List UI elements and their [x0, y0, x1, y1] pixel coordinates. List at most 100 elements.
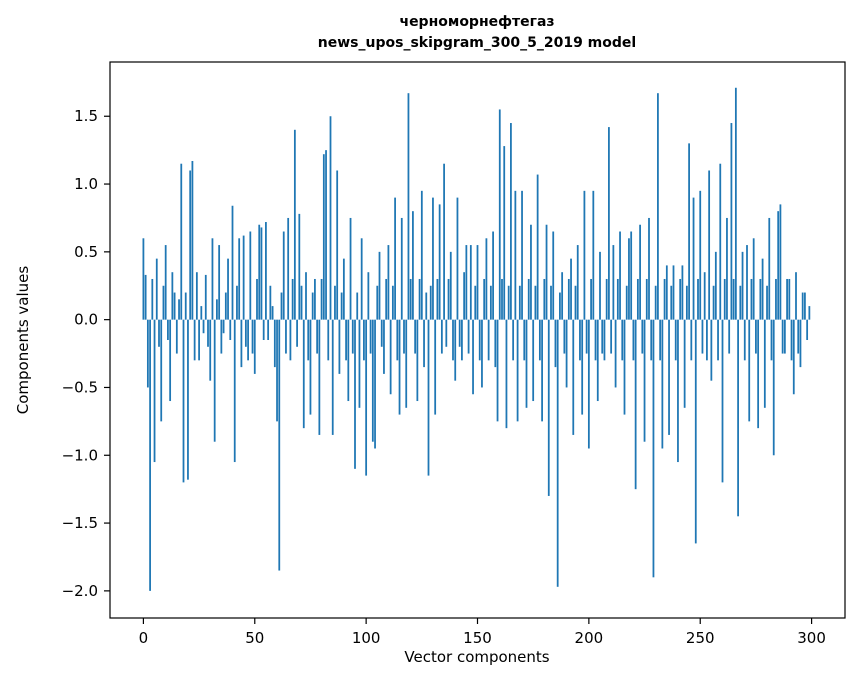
bar — [198, 319, 200, 361]
bar — [554, 319, 557, 368]
bar — [267, 319, 270, 340]
x-tick-label: 200 — [575, 629, 604, 647]
bar — [289, 319, 292, 361]
bar — [434, 319, 437, 415]
bar — [276, 319, 278, 422]
bar — [681, 265, 684, 320]
bar — [703, 272, 706, 320]
bar — [285, 319, 287, 354]
bar — [445, 319, 448, 347]
bar — [380, 319, 383, 347]
bar — [195, 272, 198, 320]
bar — [465, 245, 468, 320]
bar — [356, 292, 359, 320]
bar — [169, 319, 172, 402]
bar — [545, 224, 548, 320]
bar — [383, 319, 385, 374]
y-axis-ticks: −2.0 −1.5 −1.0 −0.5 0.0 0.5 1.0 1.5 — [62, 107, 110, 600]
bar — [233, 319, 236, 463]
bar — [550, 285, 552, 320]
bar — [770, 319, 773, 361]
bar — [567, 278, 570, 320]
bar — [783, 319, 786, 354]
bar — [605, 278, 608, 320]
bar — [454, 319, 457, 381]
bar — [256, 278, 258, 320]
bar — [440, 319, 443, 354]
bar — [427, 319, 430, 476]
bar — [788, 278, 791, 320]
bar — [614, 319, 617, 388]
bar — [398, 319, 401, 415]
bar — [414, 319, 417, 354]
bar — [467, 319, 470, 354]
bar — [630, 231, 633, 320]
bar — [734, 87, 737, 320]
bar — [748, 319, 751, 422]
bar — [532, 319, 535, 402]
bar — [757, 319, 760, 429]
bar — [536, 174, 539, 320]
bar — [213, 319, 216, 442]
bar — [518, 285, 521, 320]
bar — [412, 211, 414, 320]
bar — [583, 190, 586, 320]
bar — [336, 170, 339, 320]
bar — [204, 274, 207, 320]
bar — [162, 285, 165, 320]
bar — [552, 231, 555, 320]
bar — [797, 319, 800, 354]
bar — [394, 197, 396, 320]
bar — [449, 251, 452, 320]
bar — [371, 319, 374, 442]
bar — [690, 319, 693, 361]
bar — [438, 204, 441, 320]
bar — [732, 278, 735, 320]
bar — [407, 93, 410, 320]
bar — [650, 319, 653, 361]
bar — [387, 245, 390, 320]
y-tick-label: −0.5 — [62, 378, 98, 396]
bar — [184, 292, 187, 320]
bar — [287, 217, 290, 320]
bar — [585, 319, 588, 354]
bar — [507, 285, 510, 320]
bar — [325, 150, 327, 320]
bar — [639, 224, 641, 320]
bar — [677, 319, 679, 463]
bar — [461, 319, 463, 361]
bar — [144, 274, 147, 320]
bar — [759, 278, 762, 320]
bar — [307, 319, 310, 361]
bar — [280, 292, 283, 320]
bar — [570, 258, 572, 320]
bar — [258, 224, 261, 320]
bar — [142, 238, 145, 320]
bar — [632, 319, 635, 361]
bar — [781, 319, 784, 354]
bar — [153, 319, 156, 463]
bar — [202, 319, 205, 334]
bar — [521, 190, 523, 320]
bar — [260, 227, 263, 320]
bar — [472, 319, 474, 395]
bar — [269, 285, 272, 320]
bar — [530, 224, 532, 320]
bar — [625, 285, 628, 320]
bar — [763, 319, 766, 408]
bar — [487, 319, 490, 361]
bar — [712, 285, 715, 320]
bar — [670, 285, 673, 320]
bar — [714, 251, 717, 320]
bar — [739, 285, 742, 320]
bar — [175, 319, 178, 354]
bar — [367, 272, 370, 320]
bar — [746, 245, 748, 320]
bar — [683, 319, 686, 408]
bar — [505, 319, 508, 429]
bar — [694, 319, 697, 544]
bar — [158, 319, 160, 347]
bar — [594, 319, 597, 361]
bar — [474, 285, 477, 320]
y-tick-label: 0.5 — [74, 243, 98, 261]
